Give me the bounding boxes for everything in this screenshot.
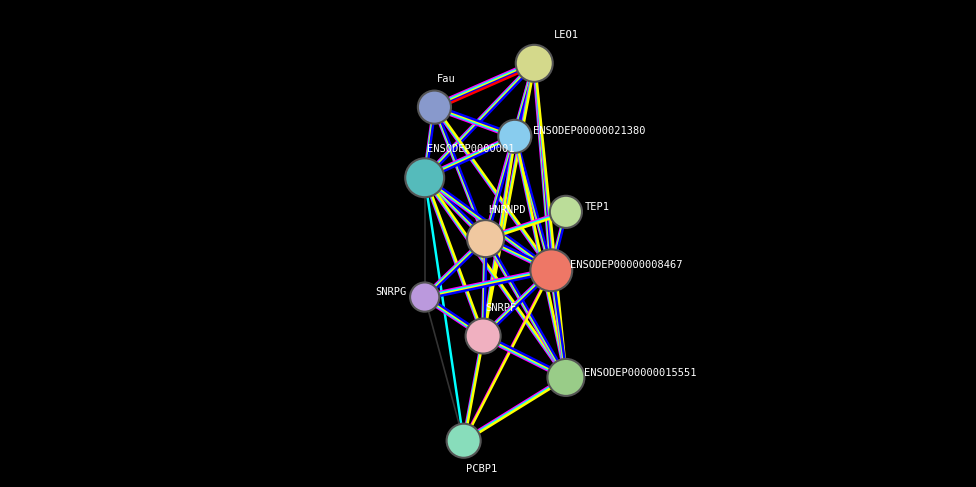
Circle shape: [410, 282, 439, 312]
Circle shape: [418, 91, 451, 124]
Text: LEO1: LEO1: [553, 30, 579, 40]
Circle shape: [468, 220, 504, 257]
Text: ENSODEP00000021380: ENSODEP00000021380: [533, 127, 646, 136]
Circle shape: [515, 45, 552, 82]
Text: PCBP1: PCBP1: [467, 464, 498, 474]
Text: ENSODEP0000001: ENSODEP0000001: [427, 144, 514, 154]
Text: Fau: Fau: [437, 74, 456, 84]
Text: ENSODEP00000015551: ENSODEP00000015551: [585, 368, 697, 377]
Circle shape: [447, 424, 481, 458]
Circle shape: [549, 196, 582, 228]
Text: SNRPG: SNRPG: [375, 287, 406, 297]
Circle shape: [466, 318, 501, 354]
Circle shape: [498, 120, 531, 153]
Text: ENSODEP00000008467: ENSODEP00000008467: [570, 261, 682, 270]
Circle shape: [405, 158, 444, 197]
Text: TEP1: TEP1: [585, 202, 609, 212]
Text: SNRPF: SNRPF: [486, 302, 517, 313]
Text: HNRNPD: HNRNPD: [488, 205, 525, 215]
Circle shape: [530, 249, 572, 291]
Circle shape: [548, 359, 585, 396]
